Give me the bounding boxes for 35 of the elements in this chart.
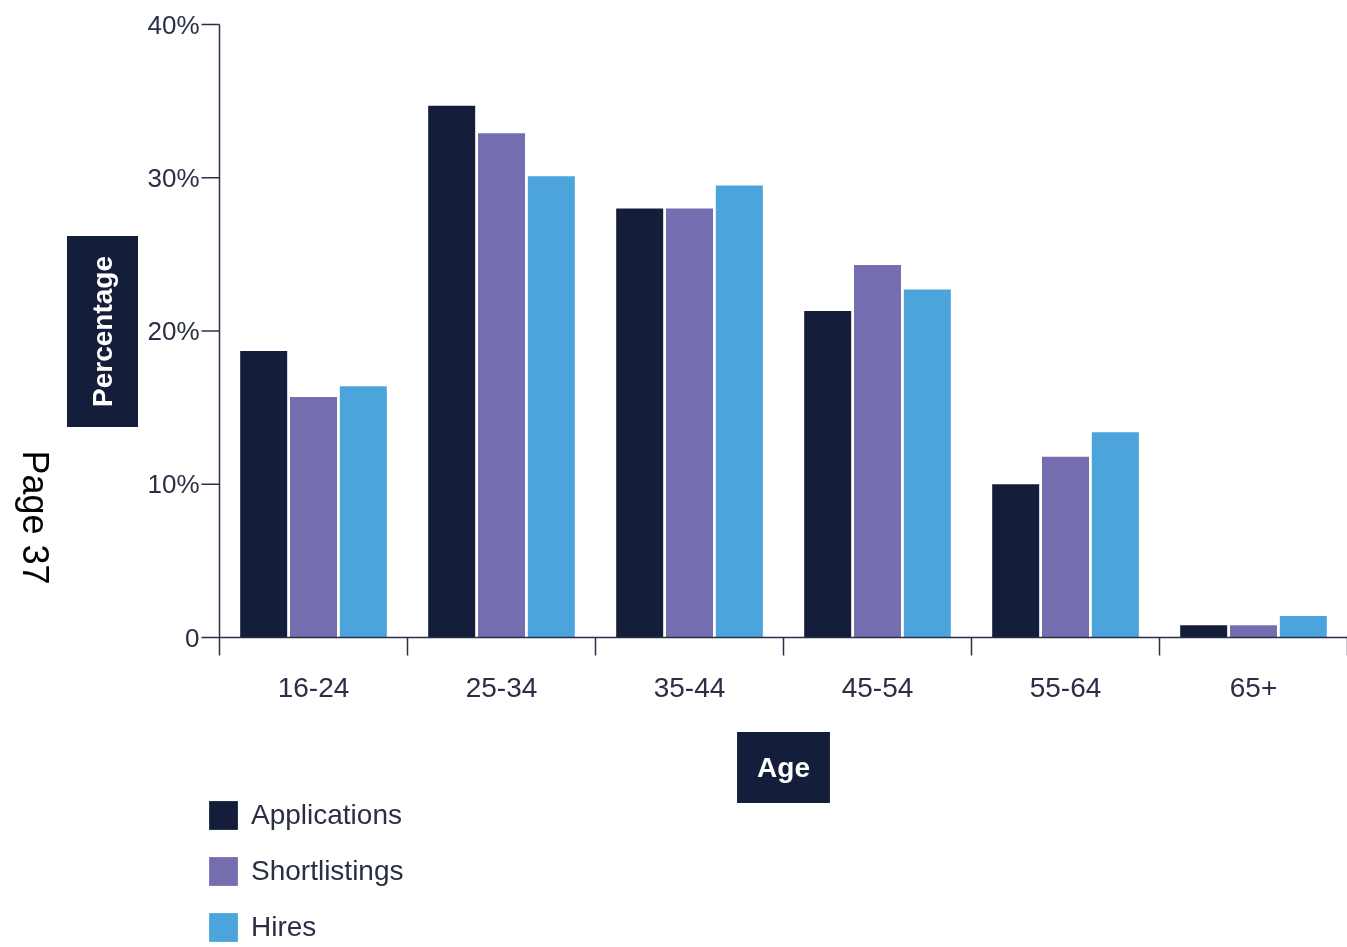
legend-label: Shortlistings xyxy=(251,855,404,887)
bar xyxy=(666,208,713,638)
x-tick-label: 25-34 xyxy=(465,672,538,703)
bar xyxy=(240,350,288,638)
bar xyxy=(1180,625,1228,638)
x-tick-label: 16-24 xyxy=(277,672,350,703)
legend-label: Hires xyxy=(251,911,317,943)
bar xyxy=(339,386,387,638)
bar xyxy=(1230,625,1277,638)
bar xyxy=(1279,616,1327,638)
bar xyxy=(804,311,852,638)
bar xyxy=(527,176,575,638)
bar xyxy=(616,208,664,638)
bar xyxy=(428,105,476,638)
bar xyxy=(1042,456,1089,638)
x-tick-label: 45-54 xyxy=(841,672,914,703)
bar xyxy=(715,185,763,638)
x-tick-label: 35-44 xyxy=(653,672,726,703)
y-axis-title: Percentage xyxy=(87,256,118,407)
legend-label: Applications xyxy=(251,799,402,831)
x-tick-label: 65+ xyxy=(1229,672,1278,703)
bar xyxy=(478,133,525,638)
y-tick-label: 20% xyxy=(147,316,200,346)
text: Page 37 xyxy=(15,450,56,585)
bar xyxy=(290,396,337,638)
y-tick-label: 0 xyxy=(185,622,200,653)
bar xyxy=(854,265,901,638)
bar xyxy=(1091,432,1139,638)
bar xyxy=(992,484,1040,638)
y-tick-label: 10% xyxy=(147,469,200,500)
x-axis-title: Age xyxy=(757,752,810,783)
y-tick-label: 40% xyxy=(147,9,200,40)
y-tick-label: 30% xyxy=(147,162,200,193)
x-tick-label: 55-64 xyxy=(1029,672,1102,703)
bar xyxy=(903,289,951,638)
